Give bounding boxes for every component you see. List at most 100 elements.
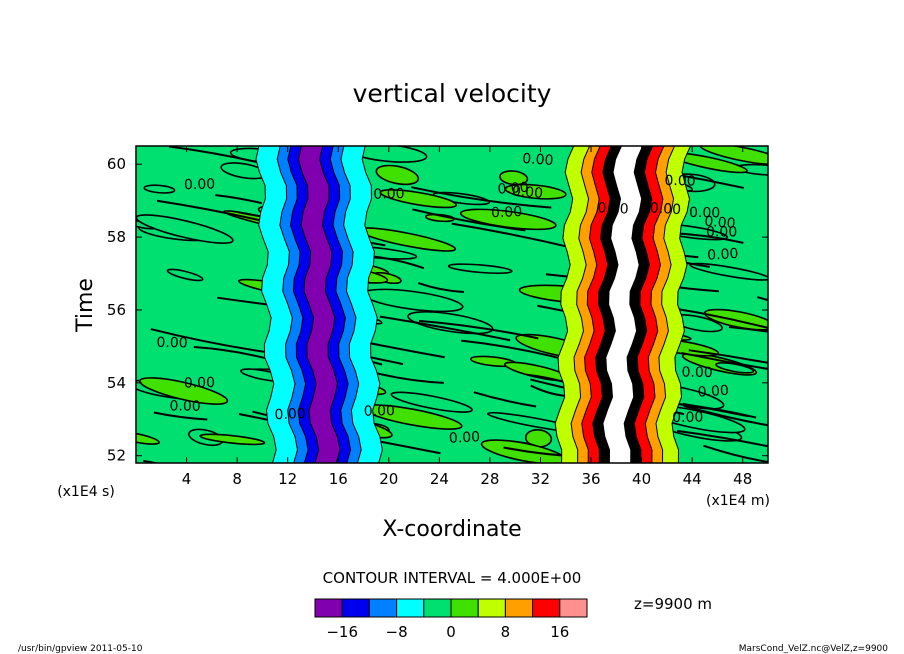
contour-label: 0.00 xyxy=(274,406,306,423)
contour-label: 0.00 xyxy=(522,151,554,169)
colorbar-swatch xyxy=(504,598,534,618)
x-tick-label: 16 xyxy=(329,470,348,488)
colorbar-tick-label: 0 xyxy=(446,623,456,641)
level-text: z=9900 m xyxy=(634,595,712,613)
contour-label: 0.00 xyxy=(706,224,737,240)
contour-line xyxy=(688,349,768,364)
contour-line xyxy=(703,444,768,463)
feature-band xyxy=(602,146,644,463)
contour-line xyxy=(143,459,161,463)
x-tick-label: 12 xyxy=(278,470,297,488)
contour-blob xyxy=(143,184,176,194)
footer-right: MarsCond_VelZ.nc@VelZ,z=9900 xyxy=(739,644,889,654)
contour-line xyxy=(412,208,526,232)
contour-line xyxy=(757,296,768,302)
colorbar-swatch xyxy=(341,598,370,618)
x-tick-label: 8 xyxy=(232,470,242,488)
contour-blob xyxy=(379,189,458,209)
contour-interval-text: CONTOUR INTERVAL = 4.000E+00 xyxy=(323,569,582,587)
footer-left: /usr/bin/gpview 2011-05-10 xyxy=(18,644,143,654)
contour-label: 0.00 xyxy=(664,173,696,190)
contour-line xyxy=(728,326,768,333)
contour-line xyxy=(153,411,208,421)
x-tick-label: 4 xyxy=(182,470,192,488)
x-tick-label: 24 xyxy=(430,470,449,488)
contour-line xyxy=(683,404,768,427)
x-tick-label: 20 xyxy=(379,470,398,488)
contour-label: 0.00 xyxy=(169,398,200,414)
colorbar-swatch xyxy=(477,598,506,618)
contour-blob xyxy=(375,164,420,186)
colorbar: −16 −8 0 8 16 xyxy=(314,598,588,641)
contour-label: 0.00 xyxy=(672,410,703,427)
y-tick-label: 52 xyxy=(107,447,126,465)
colorbar-tick-label: 16 xyxy=(550,623,569,641)
y-axis: 52 54 56 58 60 xyxy=(107,155,768,465)
x-tick-label: 40 xyxy=(632,470,651,488)
contour-line xyxy=(473,391,537,408)
contour-label: 0.00 xyxy=(491,204,523,221)
y-tick-label: 58 xyxy=(107,228,126,246)
y-tick-label: 56 xyxy=(107,301,126,319)
x-tick-label: 32 xyxy=(531,470,550,488)
contour-label: 0.00 xyxy=(704,214,736,232)
colorbar-swatch xyxy=(559,598,588,618)
contour-line xyxy=(411,186,552,209)
contour-blob xyxy=(139,377,229,405)
contour-labels: 0.000.000.000.000.000.000.000.000.000.00… xyxy=(156,151,739,447)
y-tick-label: 60 xyxy=(107,155,126,173)
contour-label: 0.00 xyxy=(364,403,396,420)
contour-line xyxy=(676,429,768,448)
colorbar-swatch xyxy=(532,598,561,618)
colorbar-tick-label: −16 xyxy=(326,623,358,641)
contour-label: 0.00 xyxy=(649,200,681,218)
colorbar-swatch xyxy=(314,598,343,618)
contour-label: 0.00 xyxy=(697,383,729,401)
colorbar-tick-label: 8 xyxy=(501,623,511,641)
y-axis-label: Time xyxy=(73,278,98,333)
chart-title: vertical velocity xyxy=(353,79,552,108)
contour-line xyxy=(379,315,511,342)
contour-blob xyxy=(166,268,204,282)
contour-label: 0.00 xyxy=(184,375,216,392)
colorbar-swatch xyxy=(368,598,398,618)
contour-line xyxy=(451,222,577,250)
x-tick-label: 48 xyxy=(733,470,752,488)
contour-label: 0.00 xyxy=(689,205,720,222)
x-tick-label: 36 xyxy=(581,470,600,488)
contour-label: 0.00 xyxy=(449,429,481,447)
contour-label: 0.00 xyxy=(511,183,543,201)
colorbar-swatch xyxy=(450,598,479,618)
x-axis: 4 8 12 16 20 24 28 32 36 40 44 48 xyxy=(182,146,752,488)
contour-line xyxy=(682,402,749,418)
y-tick-label: 54 xyxy=(107,374,126,392)
y-axis-unit: (x1E4 s) xyxy=(57,484,115,500)
x-axis-unit: (x1E4 m) xyxy=(706,493,770,509)
colorbar-swatch xyxy=(423,598,452,618)
contour-blob xyxy=(199,433,266,446)
contour-label: 0.00 xyxy=(707,246,739,264)
contour-line xyxy=(417,282,464,293)
contour-label: 0.00 xyxy=(681,365,712,382)
contour-label: 0.00 xyxy=(156,335,188,352)
x-tick-label: 28 xyxy=(480,470,499,488)
feature-band xyxy=(297,146,341,463)
plot-frame xyxy=(135,145,769,464)
contour-blob xyxy=(447,263,513,274)
contour-blob xyxy=(504,183,567,200)
contour-label: 0.00 xyxy=(597,200,629,217)
contour-blob xyxy=(499,170,529,186)
x-axis-label: X-coordinate xyxy=(382,517,521,542)
contour-line xyxy=(681,351,768,370)
contour-field xyxy=(136,146,768,463)
contour-blob xyxy=(390,391,473,413)
contour-line xyxy=(418,319,539,340)
contour-label: 0.00 xyxy=(373,186,405,203)
colorbar-swatch xyxy=(396,598,425,618)
contour-blob xyxy=(689,262,768,281)
colorbar-tick-label: −8 xyxy=(386,623,408,641)
contour-label: 0.00 xyxy=(497,180,529,198)
x-tick-label: 44 xyxy=(683,470,702,488)
contour-blob xyxy=(699,146,768,166)
